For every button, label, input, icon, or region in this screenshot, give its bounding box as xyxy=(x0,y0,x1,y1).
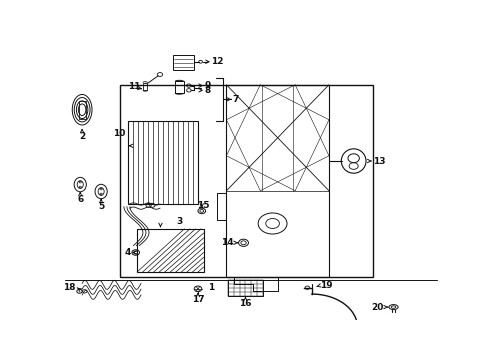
Bar xyxy=(143,82,147,90)
Text: 20: 20 xyxy=(371,303,384,312)
Text: 11: 11 xyxy=(128,82,140,91)
Text: 1: 1 xyxy=(208,283,215,292)
Text: 14: 14 xyxy=(221,238,234,247)
Text: 5: 5 xyxy=(98,202,104,211)
Text: 19: 19 xyxy=(320,281,333,290)
Text: 8: 8 xyxy=(204,86,210,95)
Text: 3: 3 xyxy=(176,217,183,226)
Text: 7: 7 xyxy=(232,95,239,104)
Bar xyxy=(175,81,184,93)
Text: 15: 15 xyxy=(197,201,210,210)
Text: 18: 18 xyxy=(63,283,75,292)
Text: 2: 2 xyxy=(79,132,85,141)
Text: 9: 9 xyxy=(204,81,210,90)
Text: 4: 4 xyxy=(124,248,131,257)
Bar xyxy=(120,85,373,278)
Text: 6: 6 xyxy=(77,195,83,204)
Text: 16: 16 xyxy=(239,299,252,308)
Text: 17: 17 xyxy=(192,296,204,305)
Text: 12: 12 xyxy=(211,57,223,66)
Text: 10: 10 xyxy=(113,129,126,138)
Bar xyxy=(228,280,263,296)
Text: 13: 13 xyxy=(373,157,385,166)
Bar xyxy=(79,101,86,118)
Bar xyxy=(128,121,198,204)
Bar xyxy=(173,55,194,69)
Bar xyxy=(226,85,329,278)
Bar xyxy=(137,229,204,272)
